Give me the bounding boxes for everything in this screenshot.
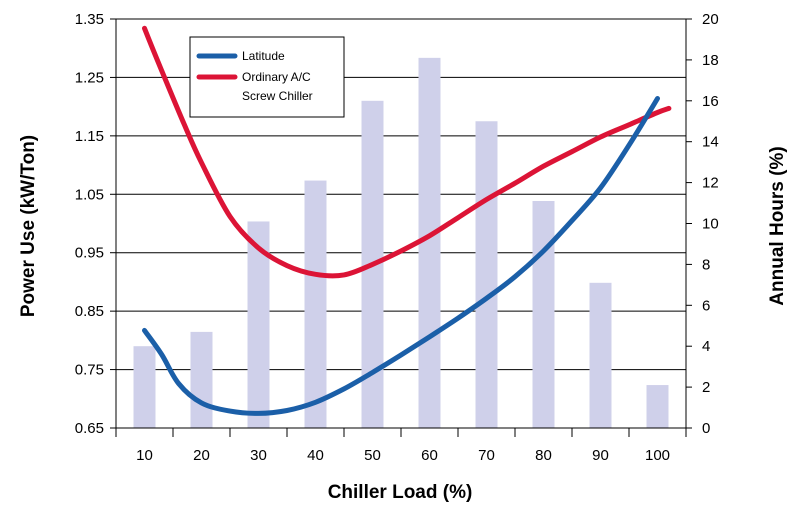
x-tick-label-60: 60	[421, 447, 438, 464]
left-tick-label-5: 1.15	[75, 128, 104, 145]
left-tick-label-0: 0.65	[75, 420, 104, 437]
x-tick-labels: 10 20 30 40 50 60 70 80 90 100	[136, 447, 670, 464]
series-lines	[142, 25, 672, 416]
right-tick-label-0: 0	[702, 420, 710, 437]
legend: Latitude Ordinary A/C Screw Chiller	[189, 36, 345, 118]
left-tick-label-7: 1.35	[75, 11, 104, 28]
right-tick-label-8: 16	[702, 93, 719, 110]
left-tick-label-3: 0.95	[75, 245, 104, 262]
bar-80	[532, 201, 555, 428]
x-tick-label-90: 90	[592, 447, 609, 464]
x-axis-title: Chiller Load (%)	[328, 482, 473, 503]
left-tick-label-2: 0.85	[75, 303, 104, 320]
right-tick-label-7: 14	[702, 134, 719, 151]
right-tick-label-10: 20	[702, 11, 719, 28]
x-tick-label-50: 50	[364, 447, 381, 464]
right-axis-title: Annual Hours (%)	[767, 146, 788, 305]
bar-90	[589, 282, 612, 428]
right-tick-label-6: 12	[702, 175, 719, 192]
bar-70	[475, 121, 498, 428]
right-tick-label-2: 4	[702, 338, 710, 355]
x-tick-label-100: 100	[645, 447, 670, 464]
bar-100	[646, 385, 669, 428]
bar-10	[133, 346, 156, 428]
left-axis-title: Power Use (kW/Ton)	[18, 135, 39, 317]
series-line-ordinary-screw-chiller	[142, 25, 672, 279]
right-tick-label-5: 10	[702, 216, 719, 233]
right-tick-label-3: 6	[702, 297, 710, 314]
x-tick-label-10: 10	[136, 447, 153, 464]
x-tick-label-80: 80	[535, 447, 552, 464]
x-tick-label-20: 20	[193, 447, 210, 464]
legend-label-latitude: Latitude	[242, 49, 285, 63]
left-tick-label-1: 0.75	[75, 362, 104, 379]
legend-label-ordinary-line1: Ordinary A/C	[242, 70, 311, 84]
right-tick-label-9: 18	[702, 52, 719, 69]
bar-20	[190, 331, 213, 428]
right-tick-labels: 0 2 4 6 8 10 12 14 16 18 20	[702, 11, 719, 437]
series-line-latitude	[142, 96, 660, 416]
left-tick-label-4: 1.05	[75, 186, 104, 203]
right-tick-label-1: 2	[702, 379, 710, 396]
axes	[110, 18, 692, 437]
right-tick-label-4: 8	[702, 256, 710, 273]
bar-30	[247, 221, 270, 428]
legend-label-ordinary-line2: Screw Chiller	[242, 89, 313, 103]
x-tick-label-40: 40	[307, 447, 324, 464]
x-tick-label-70: 70	[478, 447, 495, 464]
left-tick-labels: 0.65 0.75 0.85 0.95 1.05 1.15 1.25 1.35	[75, 11, 104, 437]
bar-40	[304, 180, 327, 428]
left-tick-label-6: 1.25	[75, 69, 104, 86]
x-tick-label-30: 30	[250, 447, 267, 464]
